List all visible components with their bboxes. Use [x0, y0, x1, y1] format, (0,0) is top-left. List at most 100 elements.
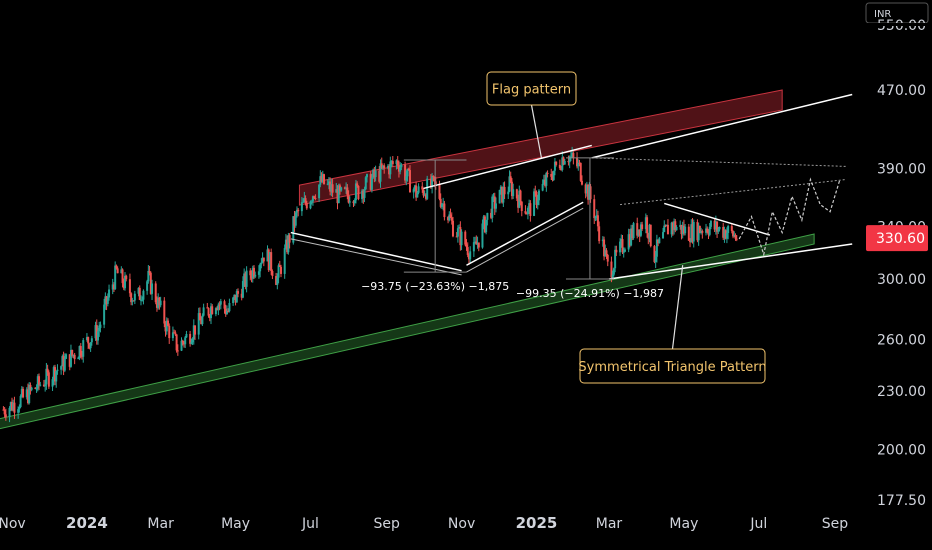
candle-body — [90, 338, 93, 343]
candle-body — [525, 213, 528, 215]
upper-dotted-channel — [591, 157, 847, 167]
candle-body — [405, 176, 408, 181]
candle-body — [671, 222, 674, 230]
candle-body — [386, 166, 389, 169]
y-tick-label: 300.00 — [877, 272, 926, 288]
candle-body — [128, 279, 131, 294]
candle-body — [485, 219, 488, 233]
candle-body — [407, 168, 410, 171]
candle-body — [25, 389, 28, 398]
candle-body — [447, 217, 450, 221]
candle-body — [396, 160, 399, 166]
candle-body — [294, 212, 297, 226]
candle-body — [415, 185, 418, 198]
candle-body — [65, 354, 68, 359]
candle-body — [353, 200, 356, 204]
candle-body — [664, 225, 667, 227]
candle-body — [111, 284, 114, 290]
candle-body — [579, 163, 582, 181]
candle-body — [356, 183, 359, 186]
drawings-layer — [0, 89, 815, 430]
candle-body — [571, 152, 574, 157]
candle-body — [395, 160, 398, 165]
candle-body — [733, 234, 736, 237]
upper-trendline — [591, 93, 853, 159]
candle-body — [662, 232, 665, 239]
candle-body — [338, 185, 341, 191]
candle-body — [223, 301, 226, 309]
candle-body — [343, 187, 346, 189]
candle-body — [492, 196, 495, 198]
candle-body — [498, 189, 501, 204]
candle-body — [537, 190, 540, 201]
candle-body — [251, 267, 254, 279]
candle-body — [87, 337, 90, 344]
candle-body — [434, 181, 437, 184]
candle-body — [458, 227, 461, 229]
candle-body — [524, 211, 527, 214]
support-channel — [0, 233, 815, 430]
candle-body — [329, 181, 332, 192]
last-price-label: 330.60 — [876, 231, 925, 247]
candle-body — [323, 174, 326, 185]
candle-body — [234, 294, 237, 303]
candle-body — [60, 366, 63, 370]
candle-body — [391, 161, 394, 165]
flag-pattern-callout-box — [486, 71, 577, 106]
candle-body — [555, 161, 558, 165]
candle-body — [244, 273, 247, 287]
candle-body — [363, 189, 366, 198]
candle-body — [639, 224, 642, 236]
symmetrical-triangle-callout-label: Symmetrical Triangle Pattern — [578, 360, 766, 375]
candle-body — [689, 240, 692, 243]
x-tick-label: Sep — [822, 516, 849, 532]
candle-body — [663, 225, 666, 233]
candle-body — [2, 409, 5, 411]
candle-body — [379, 163, 382, 182]
x-tick-label: Mar — [147, 516, 174, 532]
candle-body — [288, 235, 291, 243]
candle-body — [416, 192, 419, 198]
candle-body — [545, 172, 548, 186]
candle-body — [268, 252, 271, 271]
candle-body — [389, 161, 392, 175]
candle-body — [390, 161, 393, 163]
candle-body — [449, 214, 452, 218]
candle-body — [551, 176, 554, 180]
candle-body — [381, 165, 384, 168]
candle-body — [94, 325, 97, 339]
candle-body — [106, 297, 109, 304]
candle-body — [336, 189, 339, 204]
candle-body — [302, 201, 305, 203]
y-tick-label: 230.00 — [877, 384, 926, 400]
candle-body — [442, 203, 445, 205]
candle-body — [284, 239, 287, 249]
candle-body — [713, 220, 716, 230]
candle-body — [369, 174, 372, 190]
candle-body — [39, 384, 42, 386]
candle-body — [604, 250, 607, 257]
candle-body — [623, 249, 626, 252]
candle-body — [378, 170, 381, 182]
last-price-badge — [866, 225, 928, 252]
candle-body — [560, 168, 563, 170]
candle-body — [580, 180, 583, 185]
candle-body — [311, 196, 314, 202]
candle-body — [413, 185, 416, 190]
candle-body — [352, 201, 355, 204]
candle-body — [225, 310, 228, 315]
candle-body — [397, 165, 400, 172]
candle-body — [286, 239, 289, 253]
candle-body — [682, 225, 685, 234]
candle-body — [262, 257, 265, 262]
candle-body — [644, 217, 647, 230]
candle-body — [628, 234, 631, 246]
candle-body — [512, 189, 515, 197]
candle-body — [459, 227, 462, 246]
flag-pattern-callout-pointer — [530, 104, 543, 159]
candle-body — [432, 175, 435, 177]
candle-body — [340, 187, 343, 191]
candle-body — [267, 249, 270, 271]
candle-body — [165, 320, 168, 332]
